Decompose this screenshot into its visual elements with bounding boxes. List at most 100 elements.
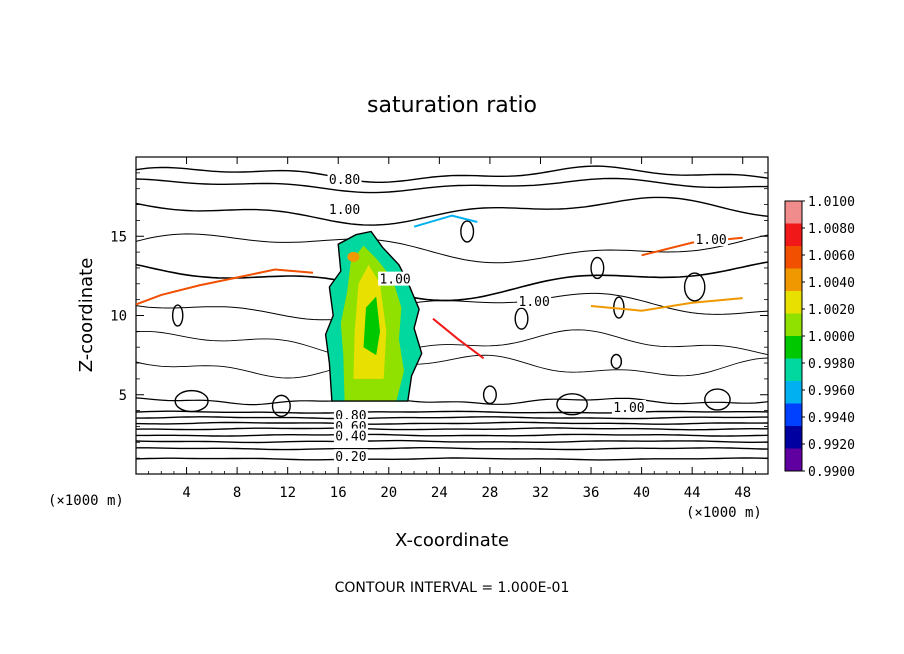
contour-label-bg [327,171,362,186]
x-tick-label: 8 [233,485,241,501]
contour-closed [460,220,475,243]
x-tick-label: 4 [182,485,190,501]
contour-closed [704,388,731,411]
x-tick-label: 40 [633,485,650,501]
contour-line-low [135,457,769,461]
colorbar-swatch [785,246,802,269]
contour-line-mid [135,354,769,379]
plot-area: 0.801.001.001.001.001.000.800.600.400.20 [135,156,769,475]
colorbar-swatch [785,291,802,314]
colorbar-swatch [785,381,802,404]
contour-line-mid [135,329,769,359]
contour-interval-note: CONTOUR INTERVAL = 1.000E-01 [335,580,570,596]
x-axis-unit: (×1000 m) [686,505,762,521]
colorbar-label: 1.0000 [808,330,855,345]
contour-line-low [135,427,768,431]
colorbar-swatch [785,403,802,427]
contour-line-low [135,396,769,406]
contour-label-group: 0.801.001.001.001.001.000.800.600.400.20 [327,171,729,465]
contour-line-low [136,416,768,420]
colorbar-swatch [785,313,802,337]
y-tick-label: 5 [119,388,127,404]
x-tick-label: 44 [684,485,701,501]
contour-closed [514,307,529,330]
contour-label-bg [327,201,362,216]
contour-label-bg [333,428,368,443]
colorbar-swatch [785,223,802,247]
contour-closed [556,393,588,416]
colorbar-label: 0.9960 [808,384,855,399]
cloud-base-gap [361,402,382,409]
contour-label-bg [611,400,646,415]
contour-label-bg [517,293,552,308]
colorbar-label: 1.0080 [808,222,855,237]
contour-closed [482,385,497,405]
contour-closed [174,389,209,413]
contour-label: 1.00 [613,401,644,416]
contour-closed [590,256,605,280]
contour-line-upper [135,196,769,226]
contour-line-upper [135,165,769,183]
colorbar: 1.0100 1.0080 1.0060 1.0040 1.0020 1.0000 0.99… [784,195,855,480]
y-axis-label: Z-coordinate [76,258,97,373]
contour-label: 1.00 [519,295,550,310]
cloud-hotspot [347,251,360,262]
x-tick-label: 32 [532,485,549,501]
contour-line-low [135,410,769,414]
contour-line-low [136,447,769,451]
contour-label: 0.20 [335,450,366,465]
x-tick-label: 36 [583,485,600,501]
x-axis-label: X-coordinate [395,530,509,551]
contour-label-bg [333,449,368,464]
contour-line-low [135,439,769,444]
contour-line-upper [135,177,768,194]
moisture-edge-trace [432,317,485,360]
y-axis-unit: (×1000 m) [48,493,124,509]
colorbar-label: 1.0060 [808,249,855,264]
x-tick-label: 48 [734,485,751,501]
chart-title: saturation ratio [367,93,537,118]
contour-closed [271,394,291,418]
colorbar-swatch [785,336,802,359]
contour-line-mid [135,233,769,264]
x-tick-label: 20 [380,485,397,501]
contour-line-low [135,421,769,425]
colorbar-label: 1.0040 [808,276,855,291]
contour-label: 1.00 [695,233,726,248]
contour-closed [171,304,184,327]
colorbar-swatch [785,448,802,472]
contour-label-bg [378,271,413,286]
x-tick-label: 16 [330,485,347,501]
contour-line-low [136,433,769,437]
colorbar-label: 0.9920 [808,438,855,453]
contour-label: 1.00 [379,273,410,288]
y-tick-label: 10 [110,309,127,325]
x-axis-ticks: 4 8 12 16 20 24 28 32 36 40 44 48 [148,157,756,501]
contour-label: 0.80 [329,173,360,188]
plot-frame [135,156,769,475]
colorbar-label: 1.0100 [808,195,855,210]
contour-closed [610,353,623,370]
colorbar-label: 0.9940 [808,411,855,426]
colorbar-swatch [785,426,802,449]
moisture-edge-trace [135,268,314,306]
contour-label-bg [694,232,729,247]
cloud-inner-fill [363,296,380,356]
moisture-edge-trace [413,214,478,228]
cloud-contour-outline [324,230,423,402]
colorbar-label: 0.9980 [808,357,855,372]
moisture-edge-trace [590,297,743,312]
contour-closed [683,272,706,302]
contour-label-bg [333,407,368,422]
colorbar-label: 1.0020 [808,303,855,318]
colorbar-swatch [785,268,802,292]
x-tick-label: 24 [431,485,448,501]
contour-label: 1.00 [329,203,360,218]
colorbar-swatch [785,201,802,224]
x-tick-label: 12 [279,485,296,501]
colorbar-label: 0.9900 [808,465,855,480]
contour-lines [135,165,769,461]
y-tick-label: 15 [110,229,127,245]
colorbar-swatch [785,358,802,382]
